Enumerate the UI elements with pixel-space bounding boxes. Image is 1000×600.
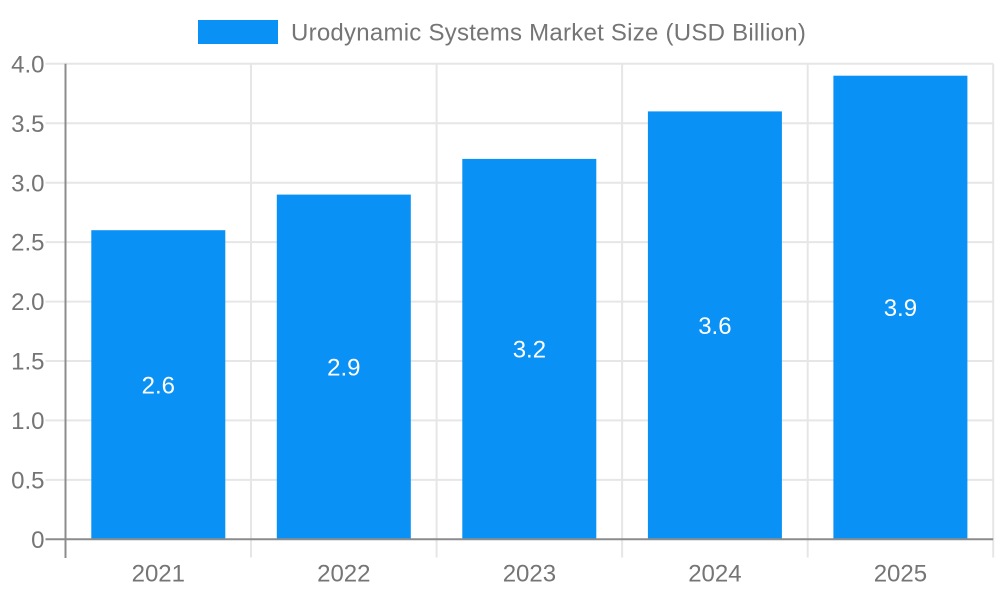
svg-text:2.9: 2.9 bbox=[327, 355, 360, 382]
svg-text:3.0: 3.0 bbox=[11, 170, 44, 197]
svg-text:2.5: 2.5 bbox=[11, 230, 44, 257]
svg-text:0.5: 0.5 bbox=[11, 468, 44, 495]
svg-text:2.6: 2.6 bbox=[142, 372, 175, 399]
svg-text:2024: 2024 bbox=[688, 561, 741, 588]
svg-text:Urodynamic Systems Market Size: Urodynamic Systems Market Size (USD Bill… bbox=[291, 19, 806, 46]
svg-text:3.2: 3.2 bbox=[513, 337, 546, 364]
svg-text:2022: 2022 bbox=[317, 561, 370, 588]
svg-text:4.0: 4.0 bbox=[11, 51, 44, 78]
svg-text:2.0: 2.0 bbox=[11, 289, 44, 316]
svg-text:2023: 2023 bbox=[503, 561, 556, 588]
svg-text:1.5: 1.5 bbox=[11, 349, 44, 376]
svg-text:3.6: 3.6 bbox=[698, 313, 731, 340]
svg-text:3.5: 3.5 bbox=[11, 111, 44, 138]
svg-text:3.9: 3.9 bbox=[884, 295, 917, 322]
svg-text:2025: 2025 bbox=[874, 561, 927, 588]
svg-text:1.0: 1.0 bbox=[11, 408, 44, 435]
svg-text:2021: 2021 bbox=[132, 561, 185, 588]
svg-text:0: 0 bbox=[31, 527, 44, 554]
